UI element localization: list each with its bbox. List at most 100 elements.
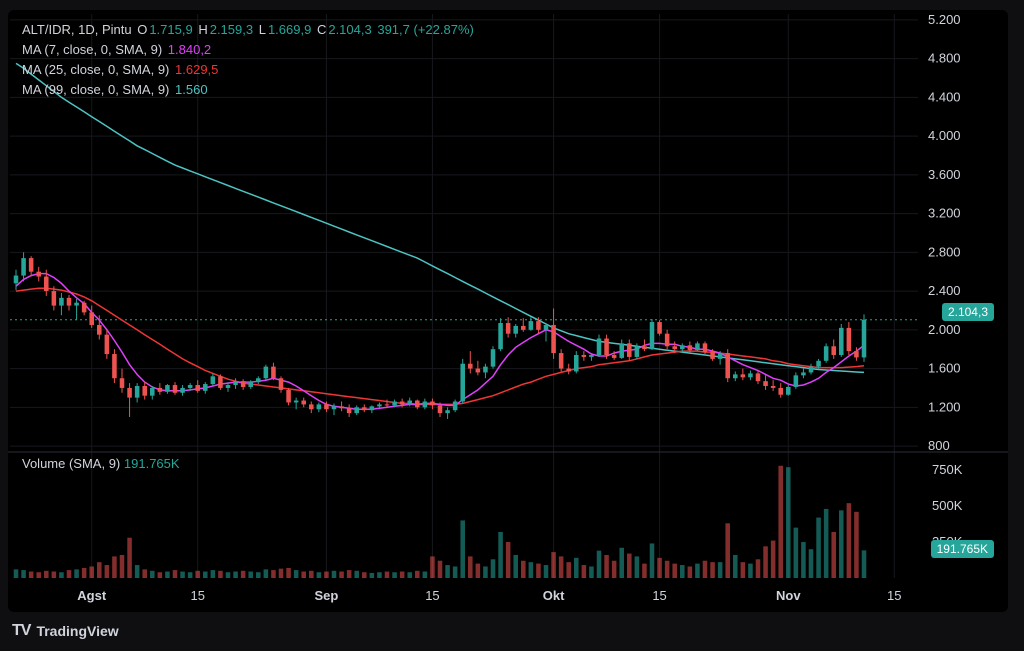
- volume-bar: [604, 554, 609, 578]
- volume-bar: [384, 571, 390, 578]
- volume-bar: [263, 569, 269, 578]
- candle-body: [604, 338, 609, 355]
- candle-body: [157, 387, 163, 392]
- candle-body: [854, 351, 859, 358]
- volume-bar: [505, 542, 511, 578]
- candle-body: [634, 346, 640, 357]
- volume-bar: [286, 567, 291, 578]
- low-label: L: [258, 22, 266, 37]
- close-value: 2.104,3: [328, 22, 372, 37]
- volume-bar: [187, 572, 193, 578]
- time-tick-label: Sep: [315, 588, 339, 603]
- candle-body: [51, 291, 57, 306]
- candle-body: [748, 373, 753, 378]
- candle-body: [755, 373, 761, 382]
- ma7-legend[interactable]: MA (7, close, 0, SMA, 9) 1.840,2: [22, 40, 213, 60]
- candle-body: [377, 404, 382, 407]
- ma99-legend[interactable]: MA (99, close, 0, SMA, 9) 1.560: [22, 80, 210, 100]
- volume-bar: [392, 572, 397, 578]
- volume-bar: [233, 571, 238, 578]
- candle-body: [460, 363, 465, 402]
- volume-bar: [521, 560, 526, 578]
- volume-bar: [59, 572, 64, 578]
- ma25-value: 1.629,5: [175, 62, 219, 77]
- volume-bar: [611, 560, 617, 578]
- candle-body: [271, 366, 276, 379]
- volume-bar: [293, 570, 299, 578]
- candle-body: [89, 312, 94, 325]
- high-label: H: [198, 22, 208, 37]
- candle-body: [657, 322, 662, 334]
- candle-body: [59, 297, 64, 306]
- chart-canvas[interactable]: 5.200 4.800 4.400 4.000 3.600 3.200 2.800 2.400…: [8, 10, 1008, 612]
- candle-body: [81, 302, 87, 313]
- volume-bar: [702, 560, 708, 578]
- volume-tick-label: 750K: [932, 462, 963, 477]
- candle-body: [331, 406, 337, 410]
- open-label: O: [137, 22, 148, 37]
- price-tick-label: 4.400: [928, 89, 961, 104]
- tradingview-brand[interactable]: TV TradingView: [12, 622, 119, 640]
- volume-bar: [642, 563, 647, 578]
- chart-panel[interactable]: 5.200 4.800 4.400 4.000 3.600 3.200 2.800 2.400…: [8, 10, 1008, 612]
- price-tick-label: 2.800: [928, 244, 961, 259]
- volume-bar: [566, 562, 571, 578]
- candle-body: [346, 408, 352, 414]
- candle-body: [119, 378, 125, 388]
- volume-bar: [44, 570, 49, 578]
- candle-body: [430, 401, 435, 406]
- candle-body: [309, 404, 314, 410]
- volume-bar: [331, 570, 337, 578]
- candle-body: [846, 327, 852, 352]
- volume-bar: [740, 562, 746, 578]
- volume-bar: [778, 465, 783, 578]
- volume-bar: [369, 572, 375, 578]
- candle-body: [392, 401, 397, 406]
- volume-bar: [755, 559, 761, 578]
- candle-body: [664, 333, 670, 347]
- volume-bar: [657, 557, 662, 578]
- volume-bar: [97, 562, 102, 578]
- candle-body: [452, 401, 458, 411]
- volume-bar: [51, 571, 57, 578]
- candle-body: [642, 346, 647, 350]
- candle-body: [240, 381, 246, 387]
- candle-body: [354, 407, 359, 414]
- volume-bar: [112, 556, 117, 578]
- volume-bar: [415, 570, 420, 578]
- volume-bar: [127, 537, 132, 578]
- candle-body: [551, 324, 556, 354]
- volume-bar: [733, 554, 738, 578]
- candle-body: [66, 297, 72, 306]
- volume-bars: [13, 465, 867, 578]
- price-tick-label: 4.800: [928, 51, 961, 66]
- candle-body: [399, 401, 405, 405]
- volume-bar: [823, 508, 829, 578]
- candle-body: [680, 345, 685, 350]
- time-tick-label: 15: [652, 588, 666, 603]
- axes: 5.200 4.800 4.400 4.000 3.600 3.200 2.800 2.400…: [77, 12, 962, 603]
- candle-body: [369, 406, 375, 411]
- volume-bar: [89, 566, 94, 578]
- candle-body: [513, 325, 518, 334]
- volume-bar: [717, 562, 723, 578]
- volume-bar: [218, 570, 223, 578]
- last-price-badge: 2.104,3: [941, 303, 994, 321]
- ohlc-legend: ALT/IDR, 1D, Pintu O 1.715,9 H 2.159,3 L 1.…: [22, 20, 476, 40]
- price-tick-label: 2.000: [928, 322, 961, 337]
- candle-body: [172, 385, 178, 393]
- volume-bar: [157, 572, 163, 578]
- candle-body: [422, 401, 428, 408]
- candle-body: [233, 381, 238, 386]
- volume-bar: [437, 560, 443, 578]
- volume-legend[interactable]: Volume (SMA, 9) 191.765K: [22, 456, 180, 471]
- volume-bar: [763, 546, 768, 578]
- volume-bar: [195, 570, 200, 578]
- volume-bar: [528, 562, 534, 578]
- volume-bar: [399, 571, 405, 578]
- ma25-legend[interactable]: MA (25, close, 0, SMA, 9) 1.629,5: [22, 60, 220, 80]
- volume-bar: [278, 568, 284, 578]
- candle-body: [407, 400, 412, 405]
- volume-bar: [240, 570, 246, 578]
- candle-body: [256, 378, 261, 383]
